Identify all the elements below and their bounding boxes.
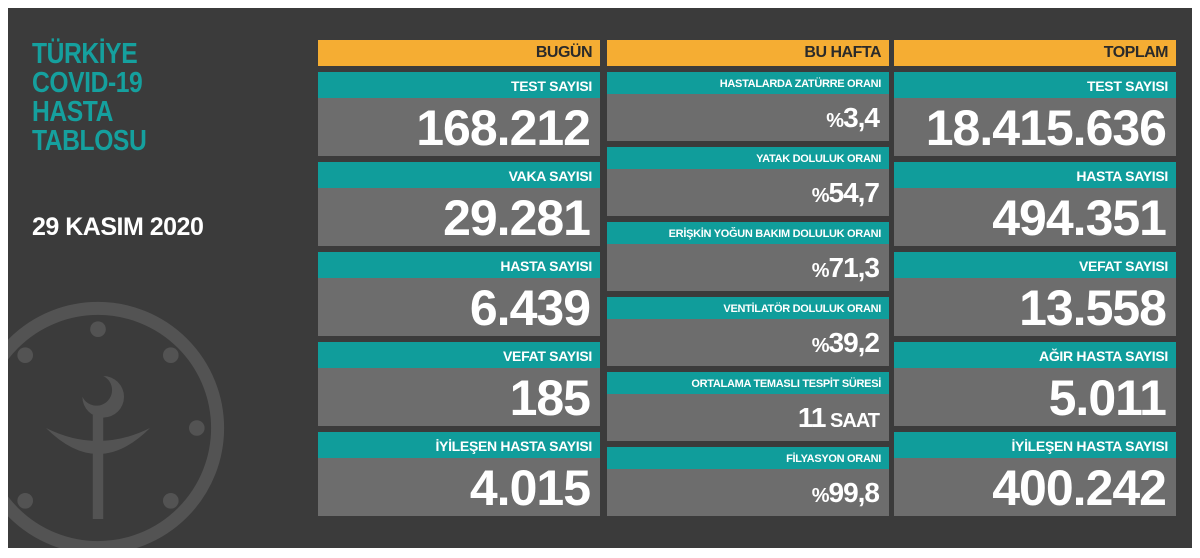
stat-card: İYİLEŞEN HASTA SAYISI 4.015	[318, 432, 600, 516]
stat-value: 11	[797, 402, 827, 433]
today-header: BUGÜN	[318, 40, 600, 66]
stat-card: ORTALAMA TEMASLI TESPİT SÜRESİ 11 SAAT	[607, 372, 889, 441]
stat-card: HASTA SAYISI 494.351	[894, 162, 1176, 246]
stat-label: TEST SAYISI	[894, 72, 1176, 98]
total-header: TOPLAM	[894, 40, 1176, 66]
stat-card: VEFAT SAYISI 13.558	[894, 252, 1176, 336]
stat-value-box: 5.011	[894, 368, 1176, 426]
stat-label: AĞIR HASTA SAYISI	[894, 342, 1176, 368]
stat-label: HASTA SAYISI	[318, 252, 600, 278]
stat-value: 29.281	[443, 190, 591, 246]
stat-value-box: 29.281	[318, 188, 600, 246]
stat-card: ERİŞKİN YOĞUN BAKIM DOLULUK ORANI %71,3	[607, 222, 889, 291]
stat-value-box: 6.439	[318, 278, 600, 336]
week-header: BU HAFTA	[607, 40, 889, 66]
stat-value-box: 185	[318, 368, 600, 426]
stat-value-box: %71,3	[607, 244, 889, 291]
stat-prefix: %	[811, 185, 830, 207]
stat-label: HASTA SAYISI	[894, 162, 1176, 188]
stat-value-box: 168.212	[318, 98, 600, 156]
title-line: TABLOSU	[32, 125, 147, 157]
stat-prefix: %	[826, 110, 844, 132]
stat-label: VEFAT SAYISI	[894, 252, 1176, 278]
stat-label: İYİLEŞEN HASTA SAYISI	[894, 432, 1176, 458]
stat-card: TEST SAYISI 18.415.636	[894, 72, 1176, 156]
stat-card: VAKA SAYISI 29.281	[318, 162, 600, 246]
stat-suffix: SAAT	[825, 410, 880, 432]
stat-value: 71,3	[828, 252, 880, 283]
stat-label: VAKA SAYISI	[318, 162, 600, 188]
stat-prefix: %	[811, 260, 830, 282]
stat-label: VEFAT SAYISI	[318, 342, 600, 368]
ministry-emblem-icon	[0, 301, 225, 555]
stat-value-box: %99,8	[607, 469, 889, 516]
stat-card: HASTALARDA ZATÜRRE ORANI %3,4	[607, 72, 889, 141]
stat-value: 6.439	[469, 280, 591, 336]
stat-value: 13.558	[1019, 280, 1167, 336]
title-line: TÜRKİYE	[32, 38, 138, 70]
stat-value: 39,2	[828, 327, 880, 358]
page-title: TÜRKİYE COVID-19 HASTA TABLOSU	[32, 38, 147, 157]
stat-value: 5.011	[1048, 370, 1167, 426]
stat-value: 168.212	[416, 100, 591, 156]
stat-prefix: %	[811, 485, 830, 507]
title-line: HASTA	[32, 96, 113, 128]
stat-value-box: 4.015	[318, 458, 600, 516]
stat-value-box: 11 SAAT	[607, 394, 889, 441]
stat-value: 3,4	[843, 102, 880, 133]
stat-card: İYİLEŞEN HASTA SAYISI 400.242	[894, 432, 1176, 516]
stat-value: 54,7	[828, 177, 880, 208]
stat-prefix: %	[811, 335, 830, 357]
stat-label: HASTALARDA ZATÜRRE ORANI	[607, 72, 889, 94]
stat-card: TEST SAYISI 168.212	[318, 72, 600, 156]
stat-label: YATAK DOLULUK ORANI	[607, 147, 889, 169]
stat-value-box: 13.558	[894, 278, 1176, 336]
stat-label: TEST SAYISI	[318, 72, 600, 98]
today-column: BUGÜN TEST SAYISI 168.212 VAKA SAYISI 29.28…	[318, 40, 600, 516]
stat-value: 400.242	[992, 460, 1167, 516]
title-line: COVID-19	[32, 67, 143, 99]
stat-label: İYİLEŞEN HASTA SAYISI	[318, 432, 600, 458]
stat-label: VENTİLATÖR DOLULUK ORANI	[607, 297, 889, 319]
report-date: 29 KASIM 2020	[32, 213, 204, 241]
stat-value: 494.351	[992, 190, 1167, 246]
stat-label: ERİŞKİN YOĞUN BAKIM DOLULUK ORANI	[607, 222, 889, 244]
stat-card: AĞIR HASTA SAYISI 5.011	[894, 342, 1176, 426]
stat-value-box: %3,4	[607, 94, 889, 141]
stat-card: FİLYASYON ORANI %99,8	[607, 447, 889, 516]
stat-value-box: 494.351	[894, 188, 1176, 246]
total-column: TOPLAM TEST SAYISI 18.415.636 HASTA SAYISI…	[894, 40, 1176, 516]
stat-value-box: 18.415.636	[894, 98, 1176, 156]
stat-value-box: %54,7	[607, 169, 889, 216]
stat-value-box: 400.242	[894, 458, 1176, 516]
stat-card: HASTA SAYISI 6.439	[318, 252, 600, 336]
stat-value: 18.415.636	[925, 100, 1167, 156]
stat-card: VEFAT SAYISI 185	[318, 342, 600, 426]
stat-card: YATAK DOLULUK ORANI %54,7	[607, 147, 889, 216]
stat-value-box: %39,2	[607, 319, 889, 366]
stat-value: 185	[509, 370, 591, 426]
stat-value: 99,8	[828, 477, 880, 508]
stat-label: FİLYASYON ORANI	[607, 447, 889, 469]
week-column: BU HAFTA HASTALARDA ZATÜRRE ORANI %3,4 YAT…	[607, 40, 889, 516]
stat-label: ORTALAMA TEMASLI TESPİT SÜRESİ	[607, 372, 889, 394]
stat-card: VENTİLATÖR DOLULUK ORANI %39,2	[607, 297, 889, 366]
stat-value: 4.015	[469, 460, 591, 516]
